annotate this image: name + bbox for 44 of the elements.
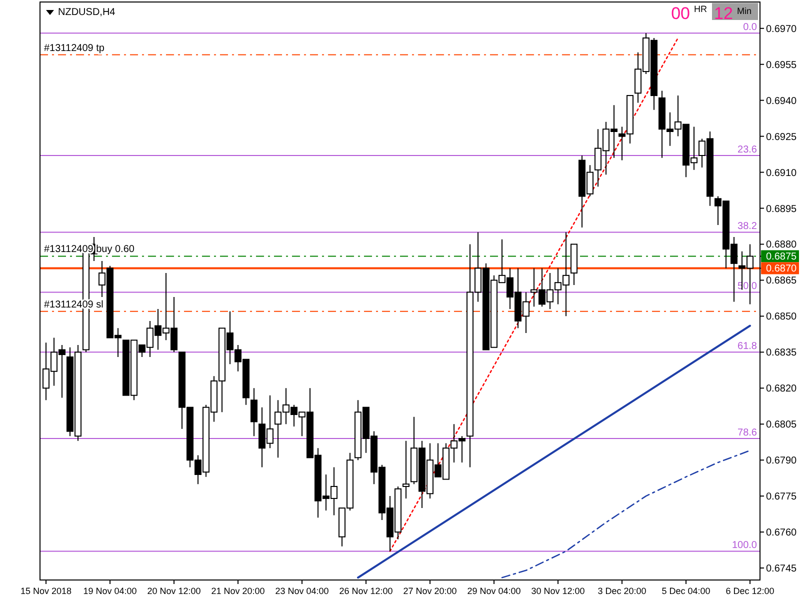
y-tick-label: 0.6925 <box>766 132 798 143</box>
annotation: HR <box>694 4 708 14</box>
y-tick-label: 0.6760 <box>766 528 798 539</box>
candlestick <box>250 388 258 437</box>
y-tick-label: 0.6870 <box>766 264 798 275</box>
y-tick-label: 0.6775 <box>766 492 798 503</box>
x-tick-label: 5 Dec 04:00 <box>662 586 710 596</box>
y-tick-label: 0.6790 <box>766 456 798 467</box>
x-tick-label: 19 Nov 04:00 <box>83 586 137 596</box>
y-tick-label: 0.6910 <box>766 168 798 179</box>
text: NZDUSD,H4 <box>58 7 116 18</box>
annotation: 38.2 <box>738 221 758 232</box>
y-tick-label: 0.6865 <box>766 276 798 287</box>
annotation: 00 <box>671 4 690 23</box>
x-tick-label: 15 Nov 2018 <box>20 586 72 596</box>
y-tick-label: 0.6895 <box>766 204 798 215</box>
y-tick-label: 0.6835 <box>766 348 798 359</box>
ref-line-label: #13112409 tp <box>44 42 105 54</box>
x-tick-label: 26 Nov 12:00 <box>339 586 393 596</box>
x-tick-label: 6 Dec 12:00 <box>726 586 774 596</box>
x-tick-label: 3 Dec 20:00 <box>598 586 646 596</box>
y-tick-label: 0.6880 <box>766 240 798 251</box>
x-tick-label: 21 Nov 20:00 <box>211 586 265 596</box>
y-tick-label: 0.6820 <box>766 384 798 395</box>
annotation: 23.6 <box>738 144 758 156</box>
x-tick-label: 27 Nov 20:00 <box>403 586 457 596</box>
x-tick-label: 23 Nov 04:00 <box>275 586 329 596</box>
y-tick-label: 0.6745 <box>766 564 798 575</box>
y-tick-label: 0.6805 <box>766 420 798 431</box>
y-tick-label: 0.6955 <box>766 60 798 71</box>
x-tick-label: 30 Nov 12:00 <box>531 586 585 596</box>
annotation: 78.6 <box>738 428 758 438</box>
y-tick-label: 0.6850 <box>766 312 798 323</box>
annotation: 12 <box>714 4 733 23</box>
annotation: 0.0 <box>743 22 758 34</box>
candlestick <box>402 440 410 499</box>
y-tick-label: 0.6875 <box>766 252 798 263</box>
y-tick-label: 0.6970 <box>766 24 798 35</box>
annotation: 100.0 <box>732 540 758 552</box>
annotation: Min <box>737 6 752 16</box>
y-tick-label: 0.6940 <box>766 96 798 107</box>
annotation: 61.8 <box>738 341 758 352</box>
x-tick-label: 20 Nov 12:00 <box>147 586 201 596</box>
x-tick-label: 29 Nov 04:00 <box>467 586 521 596</box>
